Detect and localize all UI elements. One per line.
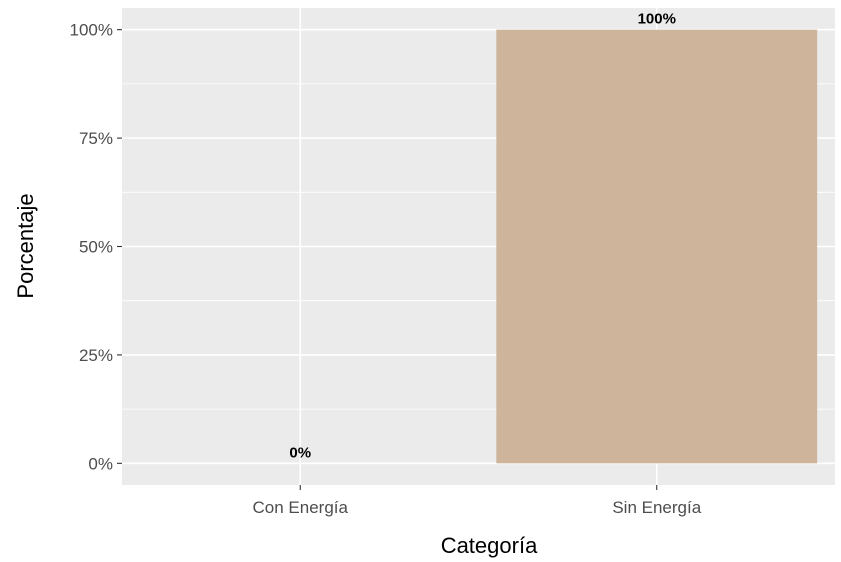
bar-value-labels: 0% 100% — [289, 11, 676, 462]
y-tick-label: 100% — [70, 21, 113, 40]
bar — [496, 29, 818, 464]
y-tick-label: 50% — [79, 238, 113, 257]
y-tick-label: 75% — [79, 129, 113, 148]
x-axis: Con Energía Sin Energía — [253, 485, 702, 517]
bars — [496, 29, 818, 464]
bar-value-label: 100% — [638, 11, 676, 28]
x-tick-label: Con Energía — [253, 498, 349, 517]
y-tick-label: 25% — [79, 346, 113, 365]
y-axis-title: Porcentaje — [13, 193, 38, 298]
y-tick-label: 0% — [88, 454, 113, 473]
y-axis: 0% 25% 50% 75% 100% — [70, 21, 122, 473]
x-axis-title: Categoría — [441, 533, 538, 558]
bar-value-label: 0% — [289, 444, 311, 461]
x-tick-label: Sin Energía — [612, 498, 701, 517]
